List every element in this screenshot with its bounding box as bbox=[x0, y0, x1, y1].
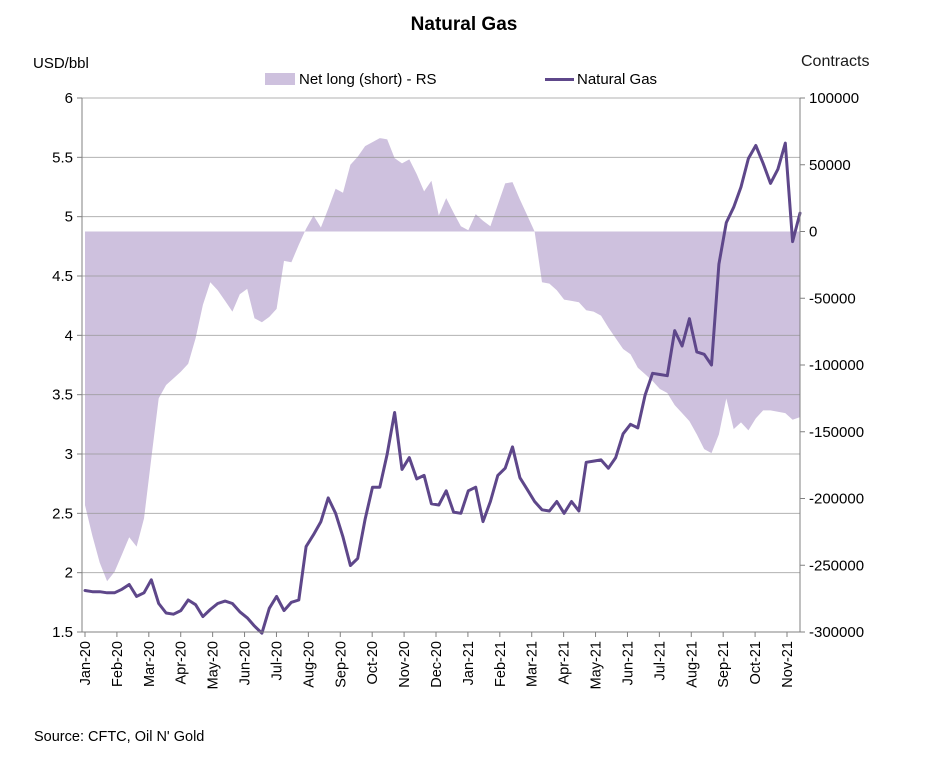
x-axis-tick-label: Jan-20 bbox=[78, 641, 94, 685]
natural-gas-line-series bbox=[83, 141, 802, 635]
x-axis-tick-label: Sep-20 bbox=[333, 641, 349, 688]
left-axis-tick-label: 4.5 bbox=[52, 268, 73, 285]
x-axis-tick-label: Jul-21 bbox=[652, 641, 668, 681]
net-long-area-series bbox=[85, 138, 800, 582]
x-axis-tick-label: Oct-21 bbox=[748, 641, 764, 685]
right-axis-tick-label: -200000 bbox=[809, 491, 864, 508]
left-axis-tick-label: 6 bbox=[65, 90, 73, 107]
x-axis-tick-label: Sep-21 bbox=[716, 641, 732, 688]
x-axis-tick-label: Aug-21 bbox=[684, 641, 700, 688]
legend-label-natural-gas: Natural Gas bbox=[577, 70, 658, 88]
left-axis-tick-label: 5 bbox=[65, 209, 73, 226]
x-axis-tick-label: Mar-21 bbox=[525, 641, 541, 687]
legend-item-net-long: Net long (short) - RS bbox=[265, 70, 437, 88]
legend-label-net-long: Net long (short) - RS bbox=[299, 70, 437, 88]
x-axis-tick-label: Apr-20 bbox=[174, 641, 190, 685]
x-axis-tick-label: Jun-20 bbox=[238, 641, 254, 685]
right-axis-tick-label: -100000 bbox=[809, 357, 864, 374]
x-axis-tick-label: May-20 bbox=[206, 641, 222, 689]
source-note: Source: CFTC, Oil N' Gold bbox=[34, 729, 205, 745]
x-axis-tick-label: Jun-21 bbox=[620, 641, 636, 685]
left-axis-tick-label: 3 bbox=[65, 446, 73, 463]
right-axis-tick-label: -50000 bbox=[809, 290, 856, 307]
left-axis-tick-label: 5.5 bbox=[52, 149, 73, 166]
net-long-area-swatch bbox=[265, 73, 295, 85]
x-axis-tick-label: Jan-21 bbox=[461, 641, 477, 685]
left-axis-tick-label: 4 bbox=[65, 327, 73, 344]
x-axis-tick-label: Jul-20 bbox=[269, 641, 285, 681]
right-axis-tick-label: 50000 bbox=[809, 157, 851, 174]
x-axis-tick-label: Feb-20 bbox=[110, 641, 126, 687]
left-axis-unit-label: USD/bbl bbox=[33, 55, 89, 72]
right-axis-tick-label: -300000 bbox=[809, 624, 864, 641]
x-axis-tick-label: Aug-20 bbox=[301, 641, 317, 688]
right-axis-tick-label: -150000 bbox=[809, 424, 864, 441]
x-axis-tick-label: May-21 bbox=[589, 641, 605, 689]
natural-gas-line-swatch bbox=[545, 77, 574, 81]
x-axis-tick-label: Dec-20 bbox=[429, 641, 445, 688]
x-axis-tick-label: Nov-21 bbox=[780, 641, 796, 688]
right-axis-tick-label: 0 bbox=[809, 224, 817, 241]
x-axis-tick-label: Nov-20 bbox=[397, 641, 413, 688]
right-axis-tick-label: 100000 bbox=[809, 90, 859, 107]
left-axis-tick-label: 1.5 bbox=[52, 624, 73, 641]
left-axis-tick-label: 3.5 bbox=[52, 387, 73, 404]
legend: Net long (short) - RS Natural Gas bbox=[0, 70, 928, 88]
x-axis-tick-label: Oct-20 bbox=[365, 641, 381, 685]
x-axis-tick-label: Apr-21 bbox=[557, 641, 573, 685]
right-axis-unit-label: Contracts bbox=[801, 53, 870, 70]
x-axis-tick-label: Mar-20 bbox=[142, 641, 158, 687]
x-axis-tick-label: Feb-21 bbox=[493, 641, 509, 687]
left-axis-tick-label: 2.5 bbox=[52, 505, 73, 522]
chart-title: Natural Gas bbox=[410, 14, 518, 35]
right-axis-tick-label: -250000 bbox=[809, 557, 864, 574]
left-axis-tick-label: 2 bbox=[65, 565, 73, 582]
legend-item-natural-gas: Natural Gas bbox=[545, 70, 657, 88]
